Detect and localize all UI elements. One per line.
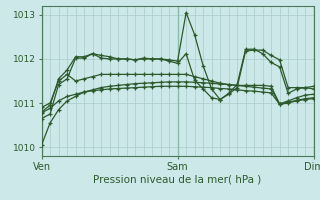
X-axis label: Pression niveau de la mer( hPa ): Pression niveau de la mer( hPa )	[93, 174, 262, 184]
